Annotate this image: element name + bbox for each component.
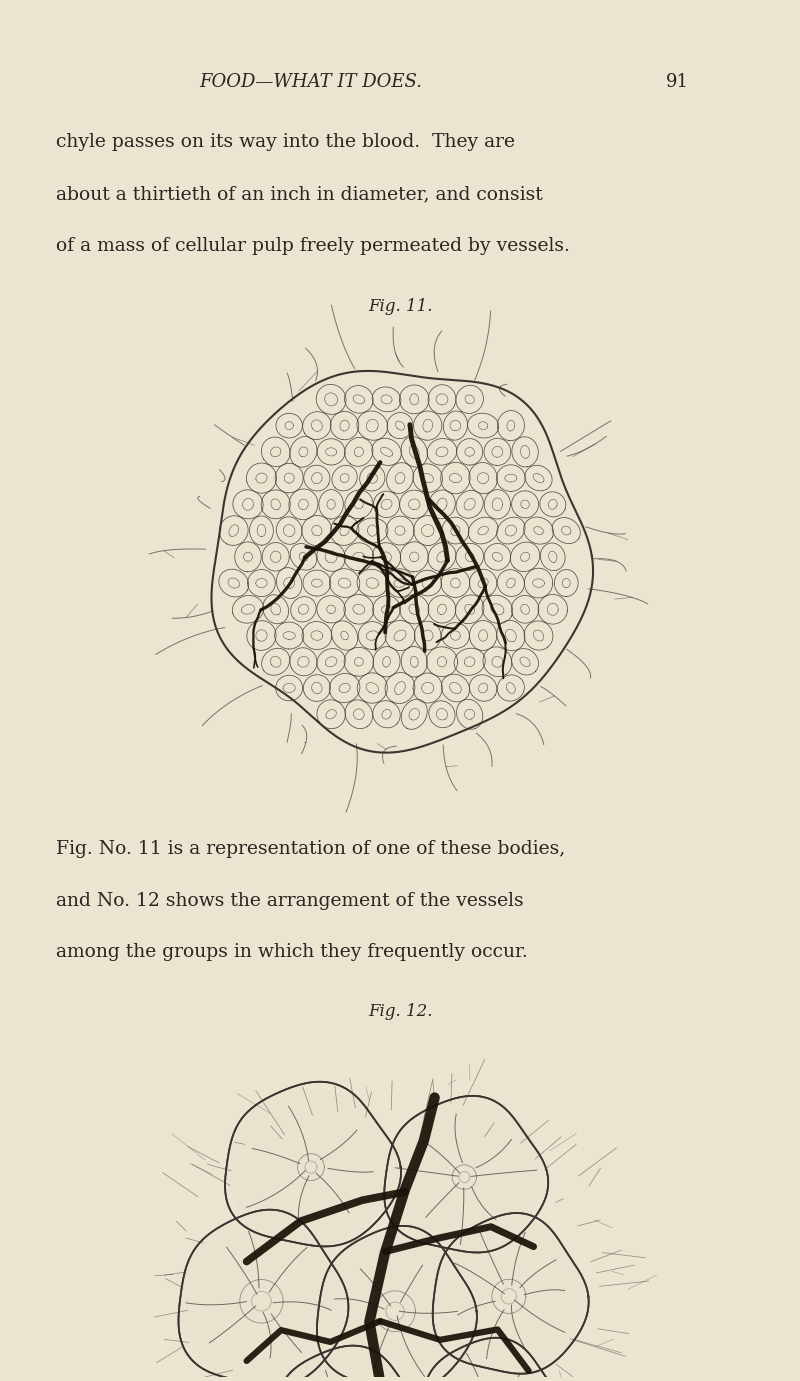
Text: and No. 12 shows the arrangement of the vessels: and No. 12 shows the arrangement of the … bbox=[56, 892, 523, 910]
Ellipse shape bbox=[273, 1351, 418, 1381]
Text: Fig. No. 11 is a representation of one of these bodies,: Fig. No. 11 is a representation of one o… bbox=[56, 840, 565, 858]
Ellipse shape bbox=[434, 1219, 584, 1374]
Text: about a thirtieth of an inch in diameter, and consist: about a thirtieth of an inch in diameter… bbox=[56, 185, 542, 203]
Ellipse shape bbox=[318, 1232, 472, 1381]
Ellipse shape bbox=[420, 1344, 558, 1381]
Text: Fig. 11.: Fig. 11. bbox=[368, 298, 432, 315]
Ellipse shape bbox=[180, 1217, 343, 1381]
Text: Fig. 12.: Fig. 12. bbox=[368, 1003, 432, 1021]
Ellipse shape bbox=[386, 1102, 543, 1253]
Ellipse shape bbox=[226, 1088, 395, 1246]
Text: FOOD—WHAT IT DOES.: FOOD—WHAT IT DOES. bbox=[199, 73, 422, 91]
Text: chyle passes on its way into the blood.  They are: chyle passes on its way into the blood. … bbox=[56, 134, 514, 152]
Text: among the groups in which they frequently occur.: among the groups in which they frequentl… bbox=[56, 943, 527, 961]
Text: of a mass of cellular pulp freely permeated by vessels.: of a mass of cellular pulp freely permea… bbox=[56, 236, 570, 254]
Text: 91: 91 bbox=[666, 73, 689, 91]
